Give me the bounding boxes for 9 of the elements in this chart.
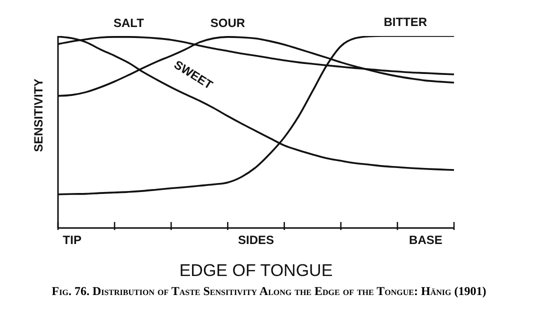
series-label: SOUR xyxy=(210,16,246,30)
x-tick-label: TIP xyxy=(62,233,82,247)
x-tick-label: BASE xyxy=(409,233,442,247)
series-label: BITTER xyxy=(384,15,428,29)
y-axis-title: SENSITIVITY xyxy=(31,78,46,152)
x-axis-title: EDGE OF TONGUE xyxy=(179,261,333,280)
caption: Fig. 76. Distribution of Taste Sensitivity Along the Edge of the Tongue: Hänig (1901) xyxy=(50,284,488,299)
x-tick-label: SIDES xyxy=(238,233,274,247)
series-label: SALT xyxy=(113,16,145,30)
